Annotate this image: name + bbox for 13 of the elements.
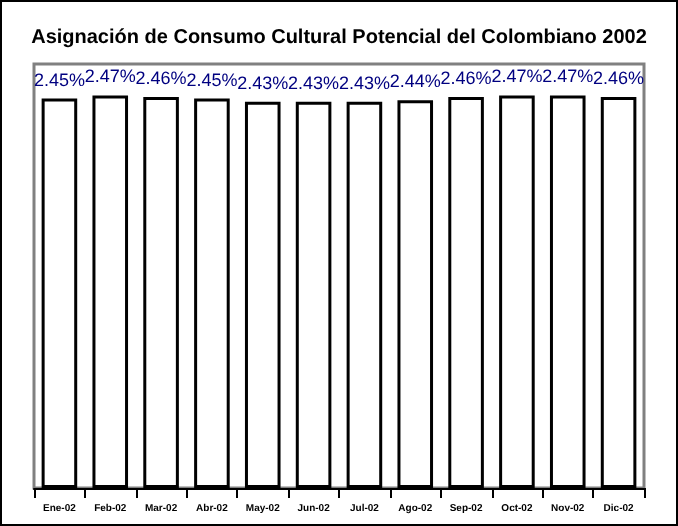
data-label: 2.46%: [593, 68, 645, 88]
data-label: 2.46%: [440, 68, 492, 88]
data-label: 2.43%: [338, 72, 390, 93]
data-label: 2.46%: [135, 68, 187, 88]
data-label: 2.43%: [237, 72, 289, 93]
data-label: 2.47%: [491, 66, 543, 87]
data-label: 2.47%: [84, 66, 136, 87]
chart-title: Asignación de Consumo Cultural Potencial del Colombiano 2002: [31, 27, 648, 49]
data-label: 2.43%: [288, 72, 340, 93]
data-label: 2.45%: [186, 69, 238, 90]
data-label: 2.44%: [389, 71, 441, 92]
data-label: 2.47%: [542, 66, 594, 87]
data-label: 2.45%: [33, 69, 85, 90]
